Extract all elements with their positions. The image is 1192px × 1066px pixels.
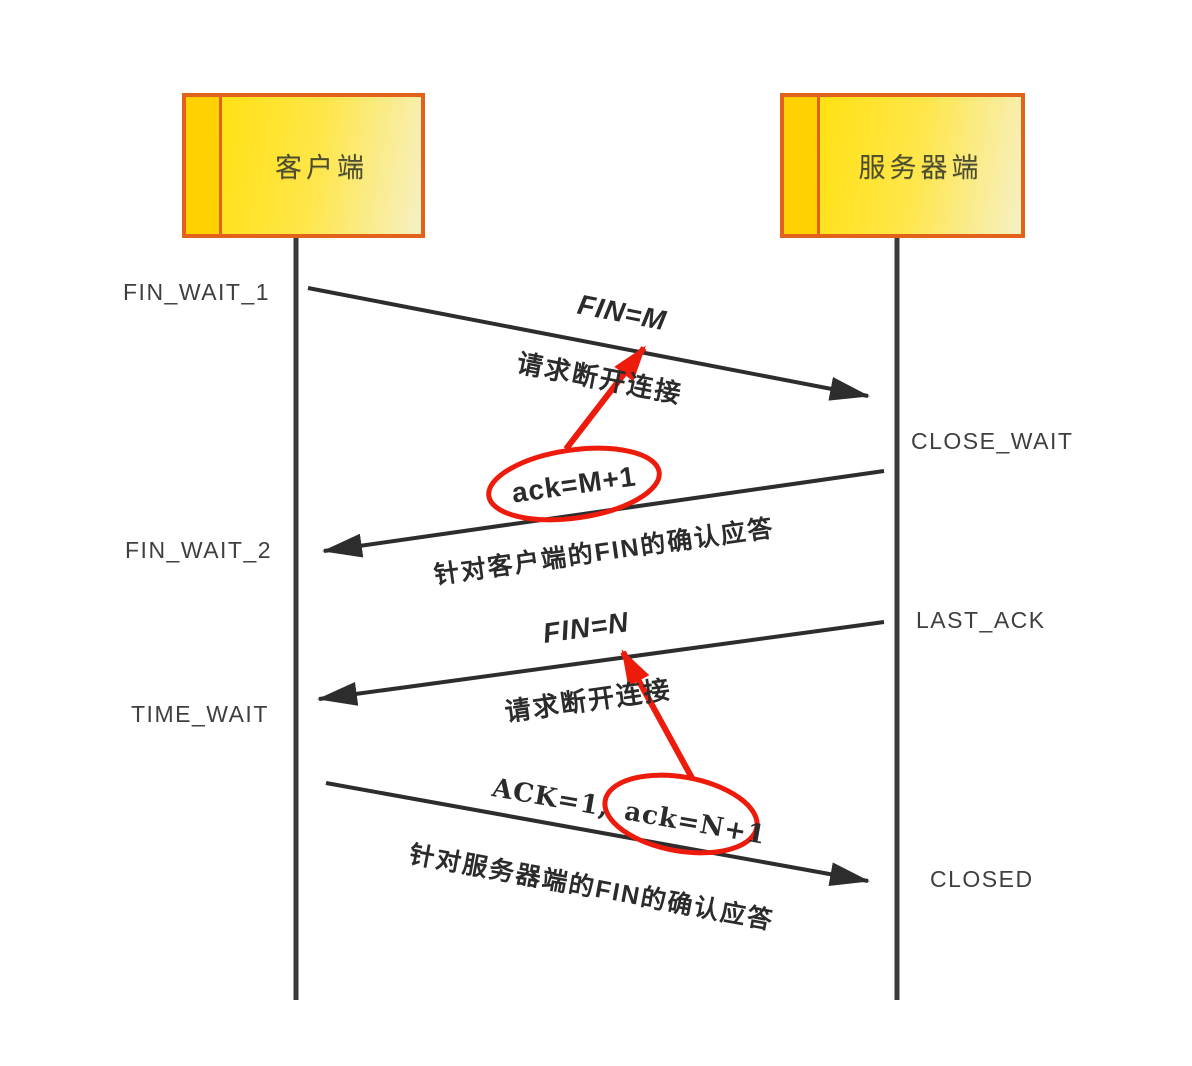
actor-box-client: 客户端 <box>182 93 425 238</box>
actor-box-server: 服务器端 <box>780 93 1025 238</box>
highlight-ellipse-ack-m1 <box>486 445 662 523</box>
actor-box-server-strip <box>784 97 820 234</box>
message-arrow-ack-n1 <box>325 781 870 887</box>
message-arrow-fin-n <box>317 620 885 706</box>
actor-label-server: 服务器端 <box>858 153 983 183</box>
highlight-arrow-ack-m1-to-fin-m <box>563 345 647 451</box>
actor-label-client: 客户端 <box>275 153 368 183</box>
state-label-last-ack: LAST_ACK <box>916 607 1046 633</box>
state-label-close-wait: CLOSE_WAIT <box>911 428 1074 454</box>
highlight-ellipse-ack-n1 <box>602 772 760 856</box>
state-label-closed: CLOSED <box>930 866 1034 892</box>
highlight-arrow-ack-n1-to-fin-n <box>620 649 695 780</box>
message-arrow-fin-m <box>307 286 870 401</box>
state-label-fin-wait-2: FIN_WAIT_2 <box>125 537 273 563</box>
state-label-fin-wait-1: FIN_WAIT_1 <box>123 279 271 305</box>
state-label-time-wait: TIME_WAIT <box>131 701 269 727</box>
actor-box-client-strip <box>186 97 222 234</box>
